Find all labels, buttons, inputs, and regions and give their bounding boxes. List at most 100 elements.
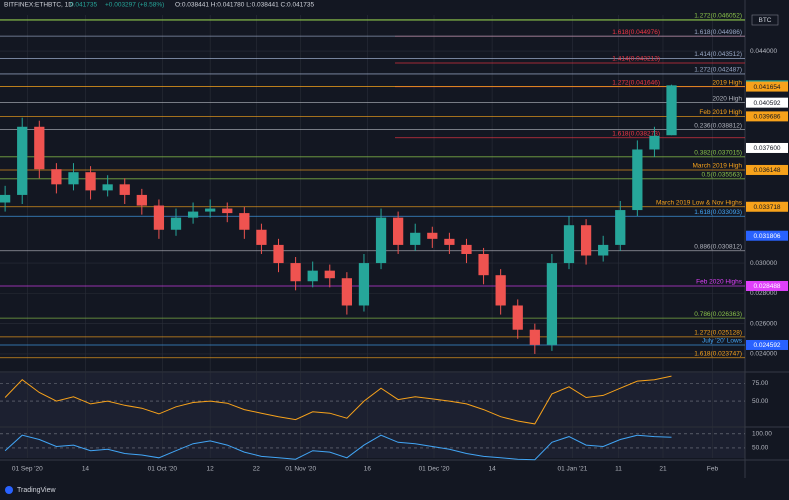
level-label: March 2019 High	[693, 163, 743, 170]
price-marker	[746, 97, 788, 108]
candle-body	[324, 270, 335, 279]
price-marker-label: 0.024592	[753, 342, 780, 349]
candle-body	[187, 211, 199, 218]
x-tick-label: 12	[207, 466, 215, 473]
candle-body	[512, 305, 523, 330]
x-tick-label: 14	[82, 466, 90, 473]
price-marker	[746, 230, 788, 241]
x-tick-label: 11	[615, 466, 622, 473]
stoch-panel	[0, 428, 745, 458]
price-marker-label: 0.039686	[753, 114, 780, 121]
candle-body	[85, 172, 96, 191]
candle-body	[649, 135, 660, 150]
candle-body	[170, 217, 182, 230]
level-label: 0.5(0.035563)	[702, 172, 742, 179]
y-tick-label: 75.00	[752, 380, 769, 387]
level-label: 1.618(0.033093)	[694, 209, 742, 216]
candle-body	[546, 263, 558, 345]
price-marker-label: 0.037600	[753, 145, 780, 152]
candle-body	[375, 217, 387, 264]
level-label: 2020 High	[712, 95, 742, 102]
x-tick-label: 01 Jan '21	[558, 466, 588, 473]
x-tick-label: 21	[659, 466, 667, 473]
candle-body	[598, 244, 609, 256]
symbol: BITFINEX:ETHBTC, 1D	[4, 2, 73, 9]
change: +0.003297 (+8.58%)	[105, 2, 164, 9]
level-label: 1.414(0.043512)	[694, 51, 742, 58]
level-label: 0.236(0.038812)	[694, 122, 742, 129]
price-marker-label: 0.036148	[753, 167, 780, 174]
candle-body	[290, 263, 301, 282]
x-tick-label: 16	[364, 466, 372, 473]
level-label: 1.272(0.046052)	[694, 13, 742, 20]
candle-body	[222, 208, 233, 214]
candle-body	[119, 184, 130, 195]
candle-body	[34, 126, 45, 170]
candle-body	[580, 225, 592, 256]
candle-body	[341, 278, 352, 306]
level-label: 0.786(0.026363)	[694, 311, 742, 318]
rsi-panel	[0, 373, 745, 426]
y-tick-label: 0.024000	[750, 351, 777, 358]
candle-body	[632, 149, 643, 211]
candle-body	[51, 169, 62, 185]
candle-body	[102, 184, 113, 191]
level-label: 2019 High	[712, 79, 742, 86]
x-tick-label: 22	[253, 466, 261, 473]
level-label: 1.618(0.038273)	[612, 130, 660, 137]
level-label: Feb 2020 Highs	[696, 279, 743, 286]
x-tick-label: 14	[488, 466, 496, 473]
candle-body	[615, 210, 626, 245]
currency: BTC	[759, 17, 772, 24]
price-marker-label: 0.033718	[753, 204, 780, 211]
candle-body	[136, 194, 147, 206]
price-marker	[746, 201, 788, 212]
y-tick-label: 0.030000	[750, 260, 777, 267]
candle-body	[307, 270, 318, 282]
level-label: 1.414(0.043213)	[612, 56, 660, 63]
x-tick-label: 01 Dec '20	[419, 466, 450, 473]
x-tick-label: 01 Oct '20	[148, 466, 178, 473]
price-marker	[746, 142, 788, 153]
candle-body	[239, 213, 250, 230]
footer	[0, 478, 789, 500]
level-label: Feb 2019 High	[699, 109, 742, 116]
level-label: March 2019 Low & Nov Highs	[656, 199, 743, 206]
candle-body	[410, 232, 421, 245]
level-label: July '20' Lows	[702, 338, 743, 345]
candle-body	[17, 126, 28, 195]
brand: TradingView	[17, 487, 56, 494]
candle-body	[256, 229, 267, 245]
candle-body	[563, 225, 575, 264]
price-marker-label: 0.040592	[753, 100, 780, 107]
price-marker	[746, 81, 788, 92]
price-marker	[746, 339, 788, 350]
price-marker	[746, 164, 788, 175]
level-label: 1.618(0.044976)	[612, 29, 660, 36]
last-price: 0.041735	[70, 2, 97, 9]
candle-body	[478, 253, 489, 276]
price-marker-label: 0.031806	[753, 233, 780, 240]
ohlc: O:0.038441 H:0.041780 L:0.038441 C:0.041…	[175, 2, 315, 9]
x-tick-label: Feb	[707, 466, 719, 473]
level-label: 1.272(0.041646)	[612, 79, 660, 86]
x-tick-label: 01 Sep '20	[12, 466, 43, 473]
price-marker	[746, 280, 788, 291]
candle-body	[393, 217, 404, 245]
level-label: 1.618(0.044986)	[694, 29, 742, 36]
rsi-line	[4, 375, 672, 425]
price-marker-label: 0.041654	[753, 84, 780, 91]
candle-body	[529, 329, 540, 345]
level-label: 1.272(0.025128)	[694, 330, 742, 337]
price-marker	[746, 111, 788, 122]
level-label: 0.382(0.037015)	[694, 150, 742, 157]
y-tick-label: 0.028000	[750, 290, 777, 297]
candle-body	[358, 263, 370, 306]
candle-body	[495, 275, 506, 306]
level-label: 0.886(0.030812)	[694, 243, 742, 250]
y-tick-label: 100.00	[752, 431, 772, 438]
candle-body	[444, 238, 455, 245]
candle-body	[427, 232, 438, 239]
